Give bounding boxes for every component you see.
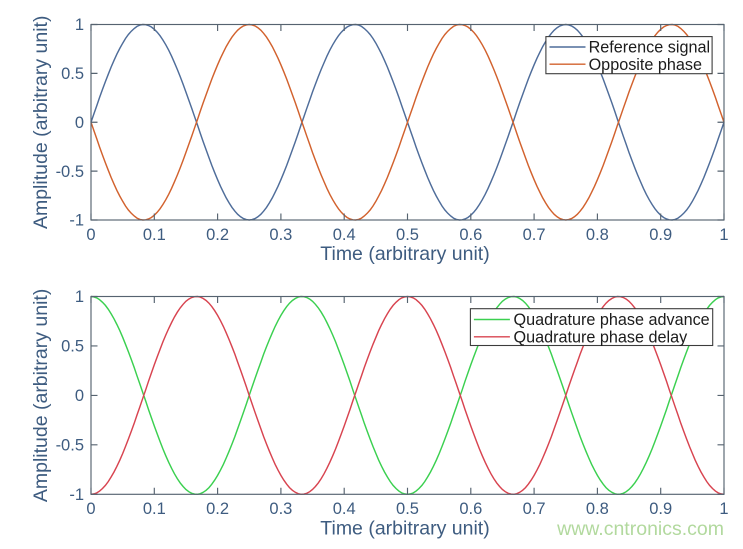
svg-text:0.8: 0.8	[586, 226, 609, 244]
svg-text:0: 0	[86, 226, 95, 244]
svg-text:0.5: 0.5	[61, 338, 84, 356]
svg-text:0.7: 0.7	[523, 500, 546, 518]
svg-text:0.8: 0.8	[586, 500, 609, 518]
svg-text:1: 1	[75, 16, 84, 34]
svg-text:0.1: 0.1	[143, 500, 166, 518]
svg-text:1: 1	[719, 226, 728, 244]
svg-text:1: 1	[75, 288, 84, 306]
svg-text:Amplitude (arbitrary unit): Amplitude (arbitrary unit)	[30, 289, 52, 503]
svg-text:Time (arbitrary unit): Time (arbitrary unit)	[320, 518, 489, 540]
svg-text:-1: -1	[69, 212, 84, 230]
svg-text:-0.5: -0.5	[56, 437, 84, 455]
svg-text:-1: -1	[69, 486, 84, 504]
svg-text:Quadrature phase advance: Quadrature phase advance	[514, 311, 710, 329]
svg-text:0: 0	[86, 500, 95, 518]
svg-text:0.6: 0.6	[459, 226, 482, 244]
svg-text:0: 0	[75, 387, 84, 405]
svg-text:0.2: 0.2	[206, 226, 229, 244]
svg-text:-0.5: -0.5	[56, 163, 84, 181]
svg-text:Time (arbitrary unit): Time (arbitrary unit)	[320, 243, 489, 265]
svg-text:0.9: 0.9	[649, 226, 672, 244]
svg-text:0.5: 0.5	[61, 65, 84, 83]
svg-text:0: 0	[75, 114, 84, 132]
svg-text:0.7: 0.7	[523, 226, 546, 244]
svg-text:0.5: 0.5	[396, 500, 419, 518]
svg-text:0.4: 0.4	[333, 500, 356, 518]
svg-text:Opposite phase: Opposite phase	[589, 56, 702, 74]
svg-text:Amplitude (arbitrary unit): Amplitude (arbitrary unit)	[30, 16, 52, 230]
svg-text:Quadrature phase delay: Quadrature phase delay	[514, 329, 689, 347]
svg-text:1: 1	[719, 500, 728, 518]
svg-text:0.9: 0.9	[649, 500, 672, 518]
svg-text:0.5: 0.5	[396, 226, 419, 244]
svg-text:www.cntronics.com: www.cntronics.com	[556, 518, 724, 540]
svg-text:0.6: 0.6	[459, 500, 482, 518]
svg-text:0.2: 0.2	[206, 500, 229, 518]
svg-text:0.1: 0.1	[143, 226, 166, 244]
svg-text:0.4: 0.4	[333, 226, 356, 244]
svg-text:Reference signal: Reference signal	[589, 39, 710, 57]
svg-text:0.3: 0.3	[269, 226, 292, 244]
svg-text:0.3: 0.3	[269, 500, 292, 518]
